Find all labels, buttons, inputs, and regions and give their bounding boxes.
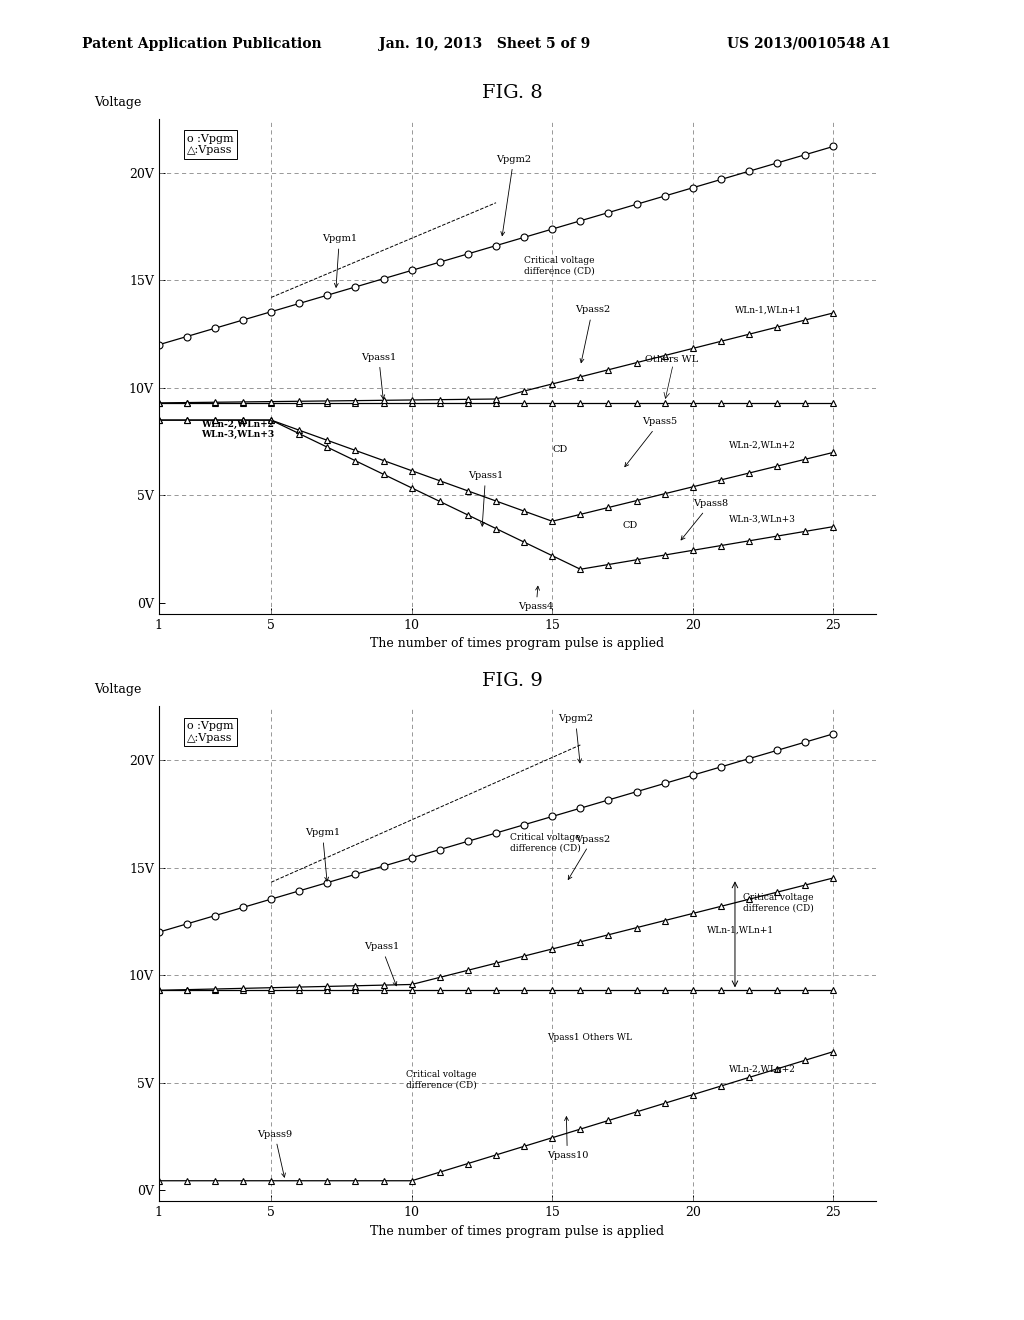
Text: Vpass9: Vpass9 [257, 1130, 292, 1177]
Text: Vpgm1: Vpgm1 [305, 829, 340, 882]
Text: Vpgm1: Vpgm1 [322, 235, 357, 288]
Text: Vpass5: Vpass5 [625, 417, 677, 467]
X-axis label: The number of times program pulse is applied: The number of times program pulse is app… [370, 638, 665, 651]
Text: CD: CD [552, 445, 567, 454]
Text: WLn-1,WLn+1: WLn-1,WLn+1 [707, 925, 774, 935]
Text: Critical voltage
difference (CD): Critical voltage difference (CD) [510, 833, 581, 853]
Text: Vpass8: Vpass8 [681, 499, 728, 540]
Text: Critical voltage
difference (CD): Critical voltage difference (CD) [407, 1069, 477, 1089]
Text: Vpgm2: Vpgm2 [558, 714, 593, 763]
X-axis label: The number of times program pulse is applied: The number of times program pulse is app… [370, 1225, 665, 1238]
Text: WLn-3,WLn+3: WLn-3,WLn+3 [729, 515, 797, 523]
Text: Others WL: Others WL [645, 355, 698, 364]
Text: US 2013/0010548 A1: US 2013/0010548 A1 [727, 37, 891, 51]
Text: WLn-2,WLn+2
WLn-3,WLn+3: WLn-2,WLn+2 WLn-3,WLn+3 [201, 420, 274, 440]
Text: Vpass4: Vpass4 [518, 586, 554, 611]
Text: o :Vpgm
△:Vpass: o :Vpgm △:Vpass [187, 721, 234, 743]
Text: WLn-2,WLn+2: WLn-2,WLn+2 [729, 441, 797, 450]
Text: Voltage: Voltage [94, 96, 141, 108]
Text: Vpass1: Vpass1 [361, 352, 396, 399]
Text: Vpass1: Vpass1 [468, 471, 503, 527]
Text: FIG. 9: FIG. 9 [481, 672, 543, 690]
Text: Critical voltage
difference (CD): Critical voltage difference (CD) [743, 894, 814, 912]
Text: FIG. 8: FIG. 8 [481, 83, 543, 102]
Text: Vpass2: Vpass2 [568, 834, 610, 879]
Text: Vpass1: Vpass1 [364, 942, 399, 986]
Text: Vpass10: Vpass10 [547, 1117, 588, 1160]
Text: o :Vpgm
△:Vpass: o :Vpgm △:Vpass [187, 133, 234, 156]
Text: Vpass1 Others WL: Vpass1 Others WL [547, 1032, 632, 1041]
Text: Critical voltage
difference (CD): Critical voltage difference (CD) [524, 256, 595, 276]
Text: Patent Application Publication: Patent Application Publication [82, 37, 322, 51]
Text: Vpass2: Vpass2 [574, 305, 610, 363]
Text: Vpgm2: Vpgm2 [496, 154, 531, 236]
Text: WLn-1,WLn+1: WLn-1,WLn+1 [735, 305, 802, 314]
Text: Jan. 10, 2013   Sheet 5 of 9: Jan. 10, 2013 Sheet 5 of 9 [379, 37, 590, 51]
Text: Voltage: Voltage [94, 684, 141, 697]
Text: CD: CD [623, 520, 638, 529]
Text: WLn-2,WLn+2: WLn-2,WLn+2 [729, 1065, 797, 1074]
